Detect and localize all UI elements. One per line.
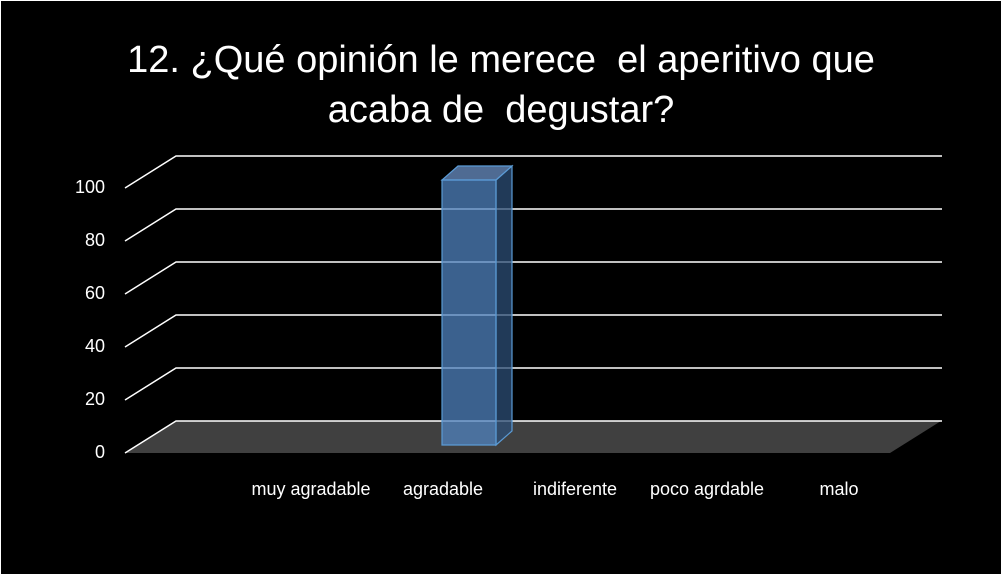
y-tick-label: 80 <box>85 230 105 250</box>
y-tick-label: 20 <box>85 389 105 409</box>
y-tick-label: 100 <box>75 177 105 197</box>
x-tick-label: indiferente <box>532 479 618 499</box>
grid-line <box>124 208 942 242</box>
y-tick-label: 0 <box>95 442 105 462</box>
x-tick-label: malo <box>819 479 859 499</box>
grid-line <box>124 420 942 454</box>
x-tick-label: muy agradable <box>251 479 371 499</box>
bar-face <box>495 164 513 447</box>
chart-title: 12. ¿Qué opinión le merece el aperitivo … <box>127 39 886 131</box>
bar-face <box>441 179 497 446</box>
grid-line <box>124 155 942 189</box>
floor <box>125 421 941 453</box>
bar <box>440 164 514 447</box>
y-tick-label: 40 <box>85 336 105 356</box>
y-tick-label: 60 <box>85 283 105 303</box>
grid-line <box>124 261 942 295</box>
grid-line <box>124 367 942 401</box>
x-tick-label: poco agrdable <box>649 479 765 499</box>
grid-line <box>124 314 942 348</box>
x-tick-label: agradable <box>402 479 484 499</box>
